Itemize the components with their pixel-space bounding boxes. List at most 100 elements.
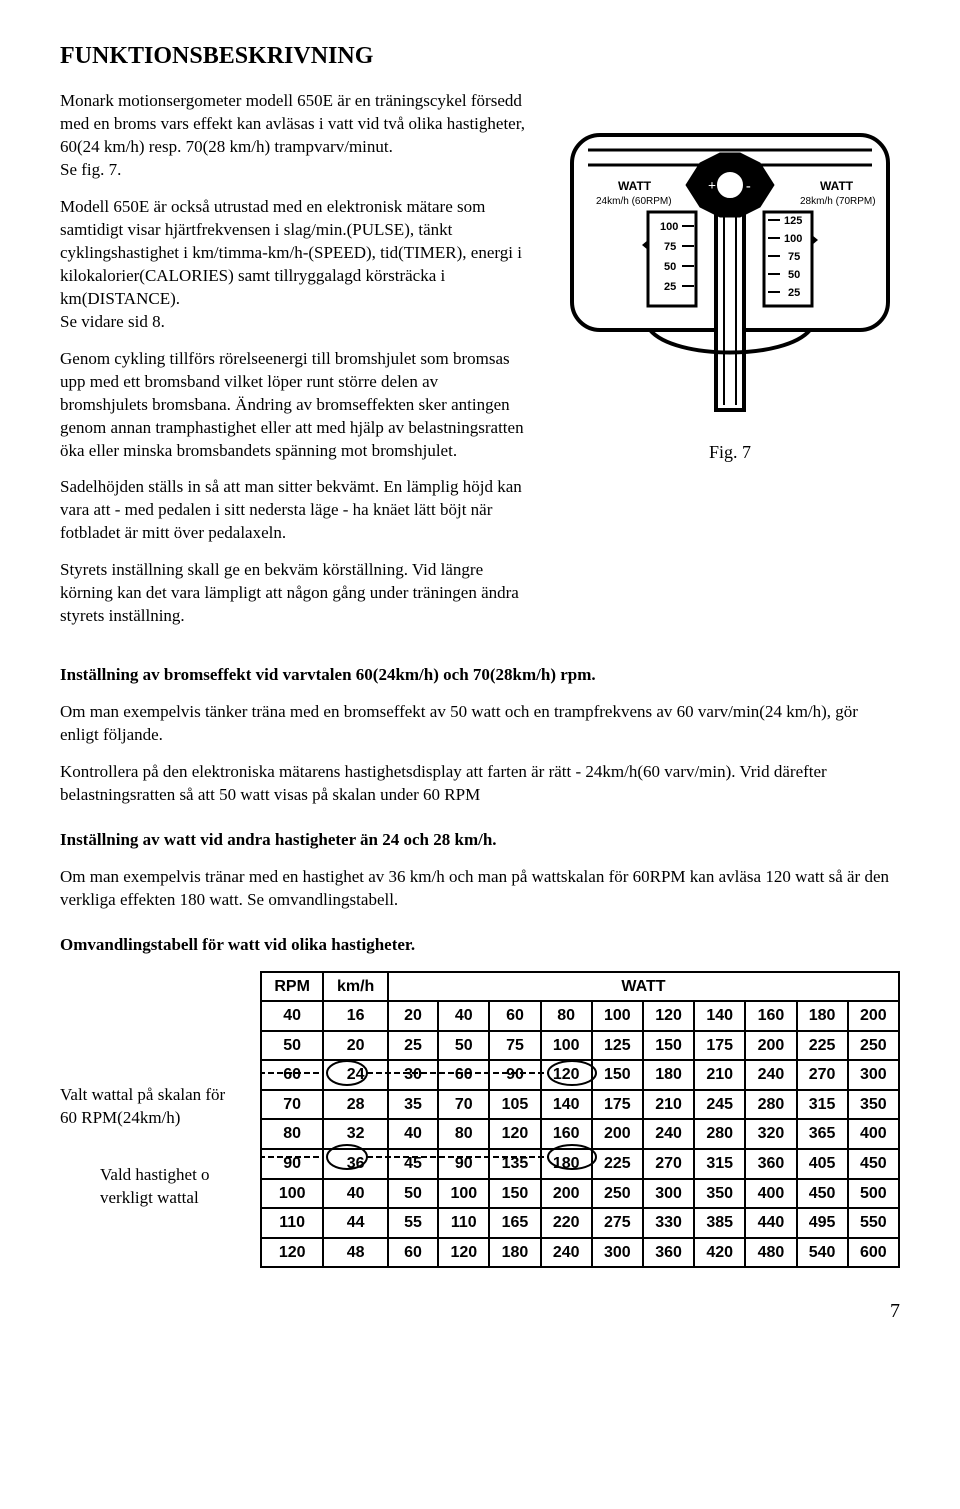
table-cell: 240 xyxy=(745,1060,796,1090)
table-cell: 16 xyxy=(323,1001,388,1031)
svg-text:+: + xyxy=(708,179,716,194)
table-cell: 440 xyxy=(745,1208,796,1238)
table-cell: 100 xyxy=(438,1179,489,1209)
section3-title: Omvandlingstabell för watt vid olika has… xyxy=(60,934,900,957)
table-cell: 24 xyxy=(323,1060,388,1090)
table-cell: 450 xyxy=(848,1149,899,1179)
table-cell: 60 xyxy=(489,1001,540,1031)
svg-text:25: 25 xyxy=(788,287,800,299)
table-cell: 35 xyxy=(388,1090,438,1120)
table-cell: 300 xyxy=(848,1060,899,1090)
table-cell: 36 xyxy=(323,1149,388,1179)
table-row: 1204860120180240300360420480540600 xyxy=(261,1238,899,1268)
table-cell: 360 xyxy=(745,1149,796,1179)
table-cell: 150 xyxy=(643,1031,694,1061)
table-cell: 100 xyxy=(541,1031,592,1061)
table-cell: 45 xyxy=(388,1149,438,1179)
right-speed-label: 28km/h (70RPM) xyxy=(800,196,876,207)
table-cell: 140 xyxy=(694,1001,745,1031)
table-cell: 300 xyxy=(643,1179,694,1209)
table-cell: 105 xyxy=(489,1090,540,1120)
table-cell: 40 xyxy=(261,1001,323,1031)
table-cell: 110 xyxy=(261,1208,323,1238)
table-cell: 60 xyxy=(438,1060,489,1090)
table-cell: 175 xyxy=(694,1031,745,1061)
svg-text:75: 75 xyxy=(788,251,800,263)
table-cell: 20 xyxy=(388,1001,438,1031)
table-cell: 100 xyxy=(261,1179,323,1209)
table-cell: 300 xyxy=(592,1238,643,1268)
table-cell: 75 xyxy=(489,1031,540,1061)
table-cell: 44 xyxy=(323,1208,388,1238)
table-cell: 90 xyxy=(438,1149,489,1179)
svg-text:-: - xyxy=(746,179,751,194)
table-cell: 495 xyxy=(797,1208,848,1238)
table-cell: 40 xyxy=(438,1001,489,1031)
table-cell: 450 xyxy=(797,1179,848,1209)
table-cell: 120 xyxy=(541,1060,592,1090)
ergometer-diagram: + - WATT 24km/h (60RPM) WATT 28km/h (70R… xyxy=(560,90,900,430)
table-cell: 40 xyxy=(323,1179,388,1209)
th-kmh: km/h xyxy=(323,972,388,1002)
table-cell: 250 xyxy=(848,1031,899,1061)
table-cell: 110 xyxy=(438,1208,489,1238)
svg-text:100: 100 xyxy=(784,233,802,245)
table-cell: 275 xyxy=(592,1208,643,1238)
section1-p2: Kontrollera på den elektroniska mätarens… xyxy=(60,761,900,807)
table-cell: 240 xyxy=(643,1119,694,1149)
table-cell: 240 xyxy=(541,1238,592,1268)
body-text-column: Monark motionsergometer modell 650E är e… xyxy=(60,90,530,642)
svg-text:25: 25 xyxy=(664,281,676,293)
svg-text:50: 50 xyxy=(788,269,800,281)
table-cell: 280 xyxy=(694,1119,745,1149)
svg-text:75: 75 xyxy=(664,241,676,253)
table-cell: 200 xyxy=(541,1179,592,1209)
table-cell: 60 xyxy=(388,1238,438,1268)
page-title: FUNKTIONSBESKRIVNING xyxy=(60,40,900,72)
left-watt-label: WATT xyxy=(618,179,652,193)
table-cell: 55 xyxy=(388,1208,438,1238)
table-cell: 100 xyxy=(592,1001,643,1031)
table-row: 1104455110165220275330385440495550 xyxy=(261,1208,899,1238)
table-cell: 270 xyxy=(797,1060,848,1090)
section2-title: Inställning av watt vid andra hastighete… xyxy=(60,829,900,852)
table-cell: 180 xyxy=(541,1149,592,1179)
section1-p1: Om man exempelvis tänker träna med en br… xyxy=(60,701,900,747)
table-cell: 125 xyxy=(592,1031,643,1061)
table-cell: 270 xyxy=(643,1149,694,1179)
table-row: 401620406080100120140160180200 xyxy=(261,1001,899,1031)
table-cell: 50 xyxy=(438,1031,489,1061)
table-cell: 400 xyxy=(745,1179,796,1209)
section1-title: Inställning av bromseffekt vid varvtalen… xyxy=(60,664,900,687)
table-cell: 405 xyxy=(797,1149,848,1179)
table-cell: 28 xyxy=(323,1090,388,1120)
table-cell: 400 xyxy=(848,1119,899,1149)
table-cell: 210 xyxy=(694,1060,745,1090)
table-cell: 20 xyxy=(323,1031,388,1061)
table-cell: 120 xyxy=(643,1001,694,1031)
table-cell: 550 xyxy=(848,1208,899,1238)
paragraph-3: Genom cykling tillförs rörelseenergi til… xyxy=(60,348,530,463)
table-row: 5020255075100125150175200225250 xyxy=(261,1031,899,1061)
table-cell: 135 xyxy=(489,1149,540,1179)
table-cell: 80 xyxy=(541,1001,592,1031)
table-cell: 180 xyxy=(489,1238,540,1268)
table-label-2: Vald hastighet overkligt wattal xyxy=(100,1164,260,1210)
table-cell: 245 xyxy=(694,1090,745,1120)
table-cell: 250 xyxy=(592,1179,643,1209)
table-row: 70283570105140175210245280315350 xyxy=(261,1090,899,1120)
table-cell: 540 xyxy=(797,1238,848,1268)
table-cell: 200 xyxy=(592,1119,643,1149)
paragraph-4: Sadelhöjden ställs in så att man sitter … xyxy=(60,476,530,545)
paragraph-5: Styrets inställning skall ge en bekväm k… xyxy=(60,559,530,628)
table-cell: 165 xyxy=(489,1208,540,1238)
table-row: 6024306090120150180210240270300 xyxy=(261,1060,899,1090)
right-watt-label: WATT xyxy=(820,179,854,193)
svg-text:125: 125 xyxy=(784,215,802,227)
table-cell: 210 xyxy=(643,1090,694,1120)
table-row: 1004050100150200250300350400450500 xyxy=(261,1179,899,1209)
table-cell: 320 xyxy=(745,1119,796,1149)
table-cell: 500 xyxy=(848,1179,899,1209)
table-cell: 315 xyxy=(694,1149,745,1179)
th-rpm: RPM xyxy=(261,972,323,1002)
